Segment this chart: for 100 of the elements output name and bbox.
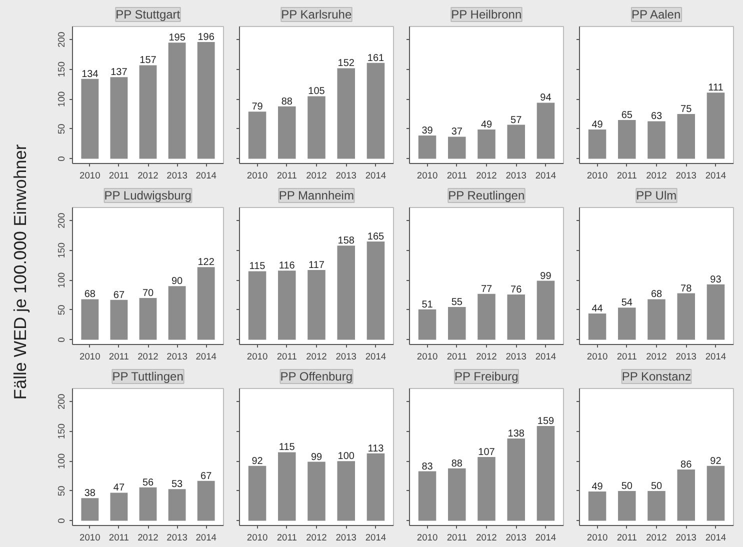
- x-tick-label: 2011: [108, 532, 129, 542]
- x-tick-label: 2010: [80, 352, 100, 362]
- x-tick-label: 2014: [365, 532, 386, 542]
- x-tick-label: 2011: [276, 352, 297, 362]
- x-tick-label: 2011: [616, 352, 637, 362]
- data-label: 76: [510, 284, 522, 296]
- data-label: 68: [650, 289, 662, 300]
- y-tick-label: 150: [56, 242, 66, 258]
- data-label: 39: [422, 126, 434, 137]
- data-label: 47: [113, 482, 125, 494]
- y-tick-label: 0: [56, 337, 66, 342]
- data-label: 44: [592, 304, 604, 315]
- x-tick-label: 2012: [306, 352, 327, 362]
- x-tick-label: 2013: [166, 532, 188, 542]
- data-label: 67: [200, 470, 212, 482]
- chart-title: PP Offenburg: [280, 370, 353, 384]
- y-tick-label: 100: [56, 91, 66, 107]
- x-tick-label: 2014: [705, 170, 726, 180]
- data-label: 88: [281, 96, 293, 108]
- x-tick-label: 2012: [306, 532, 327, 542]
- x-tick-label: 2012: [476, 352, 497, 362]
- data-label: 93: [710, 274, 722, 286]
- x-tick-label: 2011: [446, 532, 467, 542]
- y-axis-title: Fälle WED je 100.000 Einwohner: [10, 144, 30, 400]
- data-label: 100: [338, 451, 355, 462]
- data-label: 122: [198, 257, 215, 268]
- y-tick-label: 200: [56, 32, 66, 48]
- chart-title: PP Karlsruhe: [281, 8, 352, 22]
- x-tick-label: 2012: [306, 170, 327, 180]
- data-label: 117: [308, 260, 325, 272]
- data-label: 88: [451, 458, 463, 470]
- x-tick-label: 2010: [246, 170, 268, 180]
- data-label: 99: [540, 270, 552, 282]
- x-tick-label: 2011: [616, 170, 637, 180]
- x-tick-label: 2014: [365, 352, 386, 362]
- data-label: 94: [540, 92, 552, 104]
- y-tick-label: 50: [56, 486, 66, 496]
- x-tick-label: 2013: [676, 532, 697, 542]
- x-tick-label: 2011: [616, 532, 637, 542]
- data-label: 50: [621, 480, 633, 492]
- data-label: 79: [252, 102, 264, 113]
- x-tick-label: 2014: [365, 170, 386, 180]
- data-label: 49: [480, 120, 492, 131]
- x-tick-label: 2013: [336, 170, 357, 180]
- x-tick-label: 2014: [535, 532, 556, 542]
- x-tick-label: 2014: [196, 352, 216, 362]
- data-label: 54: [621, 298, 633, 309]
- y-tick-label: 200: [56, 212, 66, 228]
- x-tick-label: 2013: [676, 170, 697, 180]
- data-label: 86: [680, 460, 692, 471]
- data-label: 115: [278, 442, 296, 454]
- chart-title: PP Freiburg: [454, 370, 518, 384]
- x-tick-label: 2012: [646, 170, 667, 180]
- data-label: 49: [592, 120, 604, 131]
- x-tick-label: 2013: [676, 352, 697, 362]
- y-tick-label: 0: [56, 156, 66, 162]
- x-tick-label: 2010: [586, 532, 608, 542]
- chart-title: PP Mannheim: [278, 188, 354, 202]
- data-label: 107: [478, 447, 496, 458]
- data-label: 111: [708, 82, 724, 94]
- chart-title: PP Konstanz: [622, 370, 691, 384]
- data-label: 68: [84, 289, 96, 300]
- x-tick-label: 2011: [446, 352, 467, 362]
- data-label: 159: [537, 416, 555, 428]
- chart-title: PP Heilbronn: [451, 8, 522, 22]
- data-label: 51: [422, 299, 434, 310]
- data-label: 158: [338, 236, 355, 247]
- x-tick-label: 2010: [246, 352, 268, 362]
- data-label: 92: [710, 456, 722, 467]
- data-label: 137: [110, 67, 128, 78]
- data-label: 56: [142, 477, 154, 488]
- y-tick-label: 200: [56, 394, 66, 410]
- y-tick-label: 100: [56, 453, 66, 469]
- data-label: 49: [592, 482, 604, 493]
- data-label: 161: [367, 52, 385, 64]
- chart-title: PP Stuttgart: [116, 8, 181, 22]
- data-label: 152: [338, 58, 355, 70]
- chart-title: PP Ludwigsburg: [104, 188, 192, 202]
- x-tick-label: 2012: [476, 170, 497, 180]
- y-tick-label: 0: [56, 518, 66, 524]
- x-tick-label: 2010: [80, 170, 100, 180]
- data-label: 90: [171, 276, 184, 288]
- x-tick-label: 2012: [138, 532, 158, 542]
- data-label: 55: [451, 296, 463, 308]
- data-label: 92: [252, 456, 264, 467]
- y-tick-label: 150: [56, 424, 66, 440]
- data-label: 115: [249, 261, 266, 272]
- data-label: 50: [650, 480, 662, 492]
- chart-title: PP Reutlingen: [448, 188, 525, 202]
- data-label: 195: [168, 32, 186, 44]
- data-label: 134: [82, 68, 99, 80]
- data-label: 113: [368, 443, 384, 454]
- x-tick-label: 2010: [416, 352, 438, 362]
- x-tick-label: 2013: [506, 352, 527, 362]
- x-tick-label: 2012: [476, 532, 497, 542]
- data-label: 157: [140, 55, 157, 66]
- chart-title: PP Tuttlingen: [112, 370, 184, 384]
- chart-title: PP Ulm: [636, 188, 677, 202]
- x-tick-label: 2014: [535, 170, 556, 180]
- data-label: 116: [278, 260, 296, 272]
